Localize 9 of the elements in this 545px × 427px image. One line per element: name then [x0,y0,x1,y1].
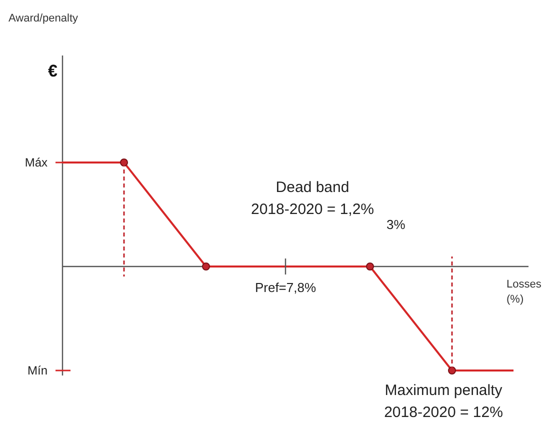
y-axis-title: € [48,62,58,80]
annotation: Dead band 2018-2020 = 1,2% [250,179,374,218]
text: Maximum penalty 2018-2020 = 12% [384,382,503,421]
annotation: 3% [386,217,406,232]
text: Máx [24,156,48,170]
x-axis-title: Losses (%) [506,278,542,306]
annotation: Pref=7,8% [254,280,316,295]
chart-title: Award/penalty [8,12,79,24]
text: Mín [27,364,48,378]
